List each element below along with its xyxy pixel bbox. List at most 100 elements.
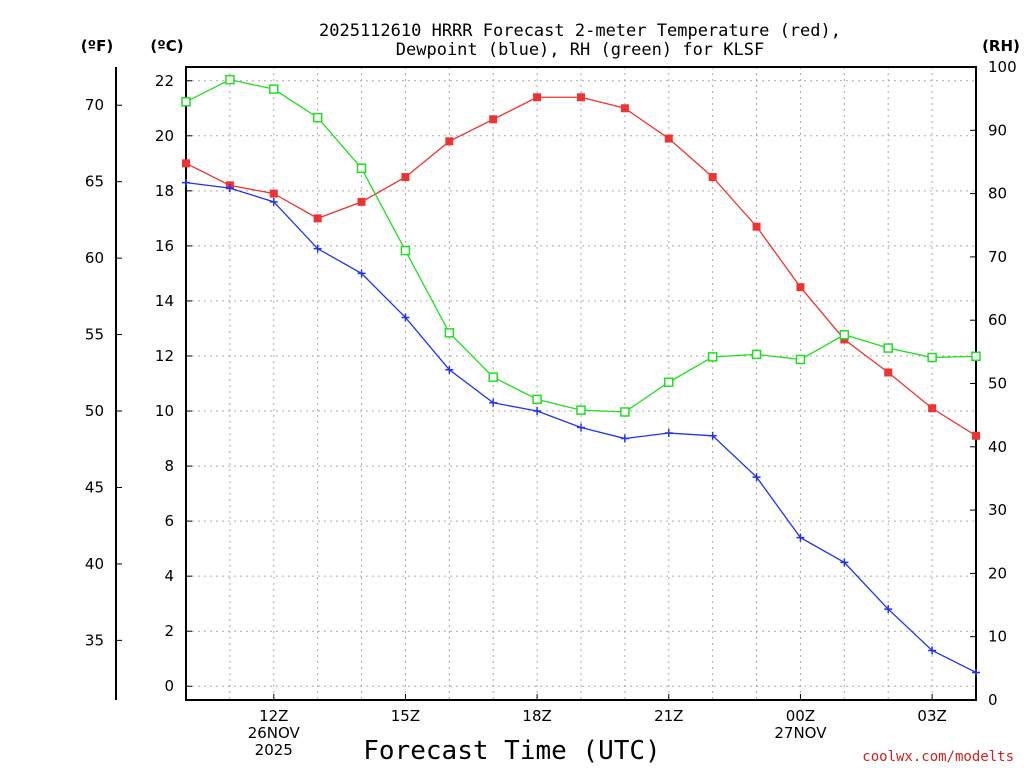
rh-tick-label: 10 xyxy=(988,628,1007,646)
temperature-point xyxy=(664,134,673,143)
rh-point xyxy=(444,328,455,338)
fahrenheit-tick-label: 60 xyxy=(85,249,104,267)
rh-point xyxy=(400,245,411,256)
x-tick-label: 00Z xyxy=(786,707,815,725)
x-tick-label: 18Z xyxy=(522,707,551,725)
chart-title-line-2: Dewpoint (blue), RH (green) for KLSF xyxy=(396,40,764,60)
rh-tick-label: 90 xyxy=(988,121,1007,139)
rh-point xyxy=(927,352,937,363)
x-tick-label: 12Z xyxy=(259,707,288,725)
rh-point xyxy=(269,84,279,94)
temperature-point xyxy=(752,222,761,231)
rh-point xyxy=(664,377,674,387)
dewpoint-point xyxy=(884,605,893,614)
dewpoint-point xyxy=(225,184,234,193)
temperature-point xyxy=(357,197,366,206)
fahrenheit-tick-label: 55 xyxy=(85,326,104,344)
rh-point xyxy=(751,349,762,360)
rh-point xyxy=(707,352,718,362)
x-tick-label: 26NOV xyxy=(248,724,301,742)
celsius-tick-label: 16 xyxy=(155,237,174,255)
fahrenheit-tick-label: 50 xyxy=(85,402,104,420)
plot-frame xyxy=(185,66,977,701)
dewpoint-point xyxy=(708,431,717,440)
temperature-point xyxy=(182,159,190,168)
rh-point xyxy=(795,354,806,365)
celsius-tick-label: 6 xyxy=(164,512,174,530)
dewpoint-point xyxy=(577,423,585,432)
temperature-point xyxy=(533,93,542,102)
rh-unit-label: (RH) xyxy=(982,37,1020,55)
rh-point xyxy=(576,405,586,415)
fahrenheit-tick-label: 45 xyxy=(85,478,104,496)
celsius-tick-label: 2 xyxy=(164,622,174,640)
rh-tick-label: 40 xyxy=(988,438,1007,456)
rh-tick-label: 80 xyxy=(988,185,1007,203)
series-rh xyxy=(181,74,981,417)
celsius-tick-label: 22 xyxy=(155,72,174,90)
dewpoint-point xyxy=(533,407,542,416)
dewpoint-point xyxy=(401,313,410,322)
fahrenheit-unit-label: (ºF) xyxy=(81,37,113,55)
dewpoint-point xyxy=(182,178,190,187)
celsius-axis: 0 2 4 6 8 10 12 14 16 18 20 22 xyxy=(155,72,192,695)
dewpoint-point xyxy=(445,365,454,374)
series-dewpoint xyxy=(182,178,980,677)
dewpoint-point xyxy=(313,244,322,253)
celsius-tick-label: 12 xyxy=(155,347,174,365)
dewpoint-point xyxy=(796,533,805,542)
dewpoint-point xyxy=(752,473,761,482)
dewpoint-point xyxy=(972,668,980,677)
rh-tick-label: 70 xyxy=(988,248,1007,266)
celsius-tick-label: 14 xyxy=(155,292,174,310)
rh-tick-label: 100 xyxy=(988,58,1017,76)
rh-tick-label: 0 xyxy=(988,691,998,709)
chart-title-line-1: 2025112610 HRRR Forecast 2-meter Tempera… xyxy=(319,21,841,41)
dewpoint-point xyxy=(840,558,849,567)
rh-tick-label: 60 xyxy=(988,311,1007,329)
series-group xyxy=(181,74,981,677)
fahrenheit-tick-label: 65 xyxy=(85,173,104,191)
temperature-point xyxy=(577,93,585,102)
celsius-tick-label: 10 xyxy=(155,402,174,420)
rh-point xyxy=(883,343,893,353)
x-axis-title: Forecast Time (UTC) xyxy=(363,736,660,766)
credit-text[interactable]: coolwx.com/modelts xyxy=(862,749,1014,765)
x-tick-label: 15Z xyxy=(391,707,420,725)
temperature-point xyxy=(884,368,893,377)
dewpoint-point xyxy=(489,398,498,407)
celsius-tick-label: 0 xyxy=(164,677,174,695)
rh-point xyxy=(225,74,235,85)
temperature-point xyxy=(620,104,629,113)
temperature-point xyxy=(489,115,498,124)
celsius-tick-label: 20 xyxy=(155,127,174,145)
rh-point xyxy=(488,372,498,382)
rh-point xyxy=(971,351,981,362)
dewpoint-point xyxy=(620,434,629,443)
temperature-point xyxy=(445,137,454,146)
dewpoint-point xyxy=(269,197,278,206)
celsius-tick-label: 8 xyxy=(164,457,174,475)
x-tick-label: 27NOV xyxy=(774,724,827,742)
rh-point xyxy=(181,97,191,107)
rh-axis: 0 10 20 30 40 50 60 70 80 90 100 xyxy=(970,58,1017,709)
x-tick-label: 21Z xyxy=(654,707,683,725)
x-tick-label: 03Z xyxy=(917,707,946,725)
dewpoint-point xyxy=(664,429,673,438)
x-tick-label: 2025 xyxy=(255,741,293,759)
celsius-unit-label: (ºC) xyxy=(150,37,183,55)
temperature-point xyxy=(401,173,410,182)
rh-point xyxy=(356,163,367,174)
rh-point xyxy=(532,394,542,405)
dewpoint-point xyxy=(357,269,366,278)
grid xyxy=(186,67,976,700)
celsius-tick-label: 4 xyxy=(164,567,174,585)
temperature-point xyxy=(708,173,717,182)
fahrenheit-axis: 35 40 45 50 55 60 65 70 xyxy=(85,96,122,649)
fahrenheit-tick-label: 70 xyxy=(85,96,104,114)
celsius-tick-label: 18 xyxy=(155,182,174,200)
rh-point xyxy=(312,112,323,123)
temperature-point xyxy=(269,189,278,198)
rh-point xyxy=(620,407,630,417)
